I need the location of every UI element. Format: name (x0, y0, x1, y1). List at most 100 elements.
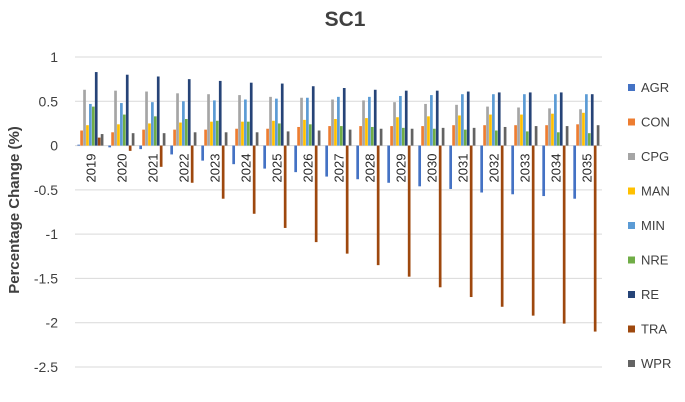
bar-min (182, 101, 185, 146)
legend-swatch-min (628, 222, 635, 229)
bar-nre (246, 121, 250, 146)
x-tick-label: 2028 (363, 154, 378, 183)
bar-re (249, 82, 253, 146)
bar-man (334, 119, 337, 146)
bar-con (235, 128, 238, 146)
bar-tra (283, 145, 287, 228)
bar-min (554, 94, 557, 146)
bar-agr (139, 145, 143, 150)
bar-wpr (286, 131, 290, 146)
bar-con (297, 126, 300, 146)
y-tick-label: -1.5 (34, 270, 58, 286)
bar-con (359, 126, 362, 146)
bar-nre (463, 129, 467, 146)
legend-swatch-cpg (628, 153, 635, 160)
bar-agr (294, 145, 298, 173)
bar-min (213, 100, 216, 146)
bar-cpg (176, 93, 179, 146)
bar-re (528, 92, 532, 146)
bar-nre (339, 126, 343, 146)
x-tick-label: 2023 (208, 154, 223, 183)
bar-con (514, 125, 517, 146)
bar-cpg (517, 107, 520, 146)
bar-re (125, 74, 129, 146)
bar-min (89, 103, 92, 146)
bar-agr (418, 145, 422, 187)
bar-man (489, 114, 492, 146)
bar-tra (190, 145, 194, 183)
bar-cpg (207, 94, 210, 146)
bar-man (458, 115, 461, 146)
legend-label-nre: NRE (641, 253, 669, 268)
bar-re (342, 88, 346, 146)
bar-wpr (255, 132, 259, 146)
y-tick-label: -0.5 (34, 182, 58, 198)
bar-tra (345, 145, 349, 254)
bar-wpr (162, 133, 166, 146)
legend-label-re: RE (641, 287, 659, 302)
bar-con (142, 129, 145, 146)
x-tick-label: 2033 (518, 154, 533, 183)
bar-min (151, 102, 154, 146)
bar-man (551, 113, 554, 146)
y-tick-label: -2 (46, 315, 59, 331)
x-tick-label: 2035 (580, 154, 595, 183)
bar-cpg (238, 95, 241, 146)
bar-man (241, 121, 244, 146)
bar-agr (325, 145, 329, 177)
bar-nre (494, 130, 498, 146)
bar-re (218, 80, 222, 146)
legend-label-con: CON (641, 115, 670, 130)
bar-tra (438, 145, 442, 288)
bar-nre (184, 119, 188, 146)
bar-man (396, 117, 399, 146)
y-tick-label: 0 (50, 138, 58, 154)
bar-agr (232, 145, 236, 165)
bar-nre (401, 127, 405, 146)
legend-swatch-nre (628, 256, 635, 264)
bar-min (399, 95, 402, 146)
bar-min (337, 96, 340, 146)
legend-swatch-wpr (628, 360, 635, 367)
bars (77, 72, 600, 332)
bar-wpr (348, 129, 352, 146)
bar-cpg (455, 104, 458, 146)
bar-con (111, 132, 114, 146)
bar-min (368, 96, 371, 146)
bar-con (421, 126, 424, 146)
bar-re (373, 89, 377, 146)
legend-swatch-man (628, 187, 635, 195)
bar-con (390, 126, 393, 146)
bar-tra (500, 145, 504, 307)
bar-agr (387, 145, 391, 183)
y-tick-label: 0.5 (39, 93, 59, 109)
bar-cpg (486, 106, 489, 146)
bar-min (120, 103, 123, 146)
bar-cpg (269, 96, 272, 146)
bar-con (80, 130, 83, 146)
bar-nre (308, 124, 312, 146)
bar-agr (108, 145, 112, 148)
y-tick-labels: 1 0.5 0 -0.5 -1 -1.5 -2 -2.5 (34, 49, 58, 375)
bar-nre (153, 116, 157, 146)
bar-min (275, 98, 278, 146)
bar-min (430, 95, 433, 146)
bar-tra (252, 145, 256, 214)
bar-agr (480, 145, 484, 193)
bar-agr (170, 145, 174, 155)
bar-agr (356, 145, 360, 180)
bar-con (266, 128, 269, 146)
y-tick-label: 1 (50, 49, 58, 65)
bar-man (582, 112, 585, 146)
bar-nre (525, 131, 529, 146)
legend-swatch-agr (628, 84, 635, 91)
bar-agr (542, 145, 546, 197)
bar-cpg (114, 90, 117, 146)
bar-con (328, 126, 331, 146)
x-tick-label: 2020 (115, 154, 130, 183)
bar-nre (277, 123, 281, 146)
x-tick-label: 2026 (301, 154, 316, 183)
bar-con (545, 125, 548, 146)
bar-wpr (379, 128, 383, 146)
bar-man (210, 121, 213, 146)
